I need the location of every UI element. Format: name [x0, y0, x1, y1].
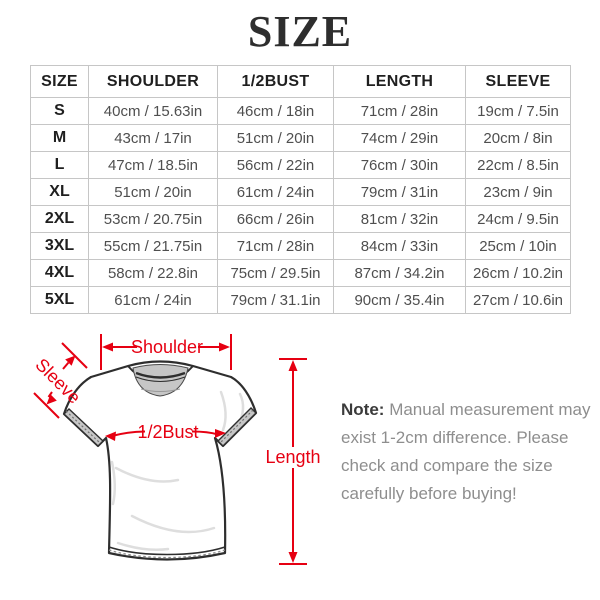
- length-cell: 84cm / 33in: [333, 232, 466, 260]
- length-cell: 76cm / 30in: [333, 151, 466, 179]
- size-cell: M: [30, 124, 89, 152]
- tshirt-measurement-diagram: Shoulder Sleeve 1/2Bust Leng: [31, 334, 321, 565]
- size-cell: 3XL: [30, 232, 89, 260]
- table-row: 2XL 53cm / 20.75in 66cm / 26in 81cm / 32…: [30, 205, 571, 233]
- column-header-sleeve: SLEEVE: [465, 65, 571, 98]
- collar: [127, 364, 194, 397]
- page-title: SIZE: [247, 7, 353, 56]
- size-cell: 4XL: [30, 259, 89, 287]
- size-cell: 2XL: [30, 205, 89, 233]
- table-row: 5XL 61cm / 24in 79cm / 31.1in 90cm / 35.…: [30, 286, 571, 314]
- column-header-shoulder: SHOULDER: [88, 65, 218, 98]
- length-cell: 79cm / 31in: [333, 178, 466, 206]
- sleeve-cell: 25cm / 10in: [465, 232, 571, 260]
- halfbust-cell: 75cm / 29.5in: [217, 259, 334, 287]
- halfbust-cell: 46cm / 18in: [217, 97, 334, 125]
- halfbust-cell: 61cm / 24in: [217, 178, 334, 206]
- length-cell: 87cm / 34.2in: [333, 259, 466, 287]
- length-cell: 90cm / 35.4in: [333, 286, 466, 314]
- halfbust-cell: 51cm / 20in: [217, 124, 334, 152]
- length-label: Length: [265, 447, 320, 467]
- note-line: carefully before buying!: [341, 484, 517, 503]
- sleeve-cell: 19cm / 7.5in: [465, 97, 571, 125]
- sleeve-arrow: [33, 342, 88, 419]
- half-bust-label: 1/2Bust: [137, 422, 198, 442]
- sleeve-cell: 20cm / 8in: [465, 124, 571, 152]
- shoulder-cell: 61cm / 24in: [88, 286, 218, 314]
- tshirt-graphic: [62, 360, 258, 561]
- shoulder-label: Shoulder: [131, 337, 203, 357]
- column-header-halfbust: 1/2BUST: [217, 65, 334, 98]
- table-row: XL 51cm / 20in 61cm / 24in 79cm / 31in 2…: [30, 178, 571, 206]
- length-arrow: [279, 358, 307, 565]
- shoulder-cell: 53cm / 20.75in: [88, 205, 218, 233]
- column-header-size: SIZE: [30, 65, 89, 98]
- sleeve-cell: 26cm / 10.2in: [465, 259, 571, 287]
- note-label: Note:: [341, 400, 385, 419]
- length-cell: 74cm / 29in: [333, 124, 466, 152]
- halfbust-cell: 71cm / 28in: [217, 232, 334, 260]
- size-cell: L: [30, 151, 89, 179]
- sleeve-cell: 27cm / 10.6in: [465, 286, 571, 314]
- length-cell: 81cm / 32in: [333, 205, 466, 233]
- table-row: M 43cm / 17in 51cm / 20in 74cm / 29in 20…: [30, 124, 571, 152]
- shoulder-cell: 40cm / 15.63in: [88, 97, 218, 125]
- note-line: check and compare the size: [341, 456, 553, 475]
- halfbust-cell: 79cm / 31.1in: [217, 286, 334, 314]
- size-cell: XL: [30, 178, 89, 206]
- shoulder-cell: 43cm / 17in: [88, 124, 218, 152]
- table-row: S 40cm / 15.63in 46cm / 18in 71cm / 28in…: [30, 97, 571, 125]
- note-line: exist 1-2cm difference. Please: [341, 428, 569, 447]
- sleeve-cell: 23cm / 9in: [465, 178, 571, 206]
- table-row: L 47cm / 18.5in 56cm / 22in 76cm / 30in …: [30, 151, 571, 179]
- shoulder-arrow: [100, 334, 232, 370]
- table-row: 3XL 55cm / 21.75in 71cm / 28in 84cm / 33…: [30, 232, 571, 260]
- half-bust-arrow: [105, 429, 226, 441]
- shoulder-cell: 55cm / 21.75in: [88, 232, 218, 260]
- length-cell: 71cm / 28in: [333, 97, 466, 125]
- sleeve-cell: 24cm / 9.5in: [465, 205, 571, 233]
- halfbust-cell: 56cm / 22in: [217, 151, 334, 179]
- shoulder-cell: 58cm / 22.8in: [88, 259, 218, 287]
- sleeve-cell: 22cm / 8.5in: [465, 151, 571, 179]
- size-table: SIZE SHOULDER 1/2BUST LENGTH SLEEVE S 40…: [30, 65, 571, 314]
- table-header-row: SIZE SHOULDER 1/2BUST LENGTH SLEEVE: [30, 65, 571, 98]
- size-cell: 5XL: [30, 286, 89, 314]
- shoulder-cell: 47cm / 18.5in: [88, 151, 218, 179]
- sleeve-hems: [62, 407, 257, 447]
- bottom-hem: [108, 546, 226, 559]
- size-cell: S: [30, 97, 89, 125]
- halfbust-cell: 66cm / 26in: [217, 205, 334, 233]
- column-header-length: LENGTH: [333, 65, 466, 98]
- note-text: Note: Manual measurement may exist 1-2cm…: [341, 396, 593, 508]
- shoulder-cell: 51cm / 20in: [88, 178, 218, 206]
- table-row: 4XL 58cm / 22.8in 75cm / 29.5in 87cm / 3…: [30, 259, 571, 287]
- note-line: Note: Manual measurement may: [341, 400, 591, 419]
